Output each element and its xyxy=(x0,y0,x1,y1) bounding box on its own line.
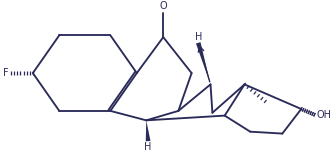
Text: H: H xyxy=(144,142,152,152)
Polygon shape xyxy=(146,120,151,141)
Text: O: O xyxy=(159,1,167,11)
Text: OH: OH xyxy=(316,110,331,120)
Polygon shape xyxy=(196,42,210,84)
Text: F: F xyxy=(3,68,8,78)
Text: H: H xyxy=(194,32,202,42)
